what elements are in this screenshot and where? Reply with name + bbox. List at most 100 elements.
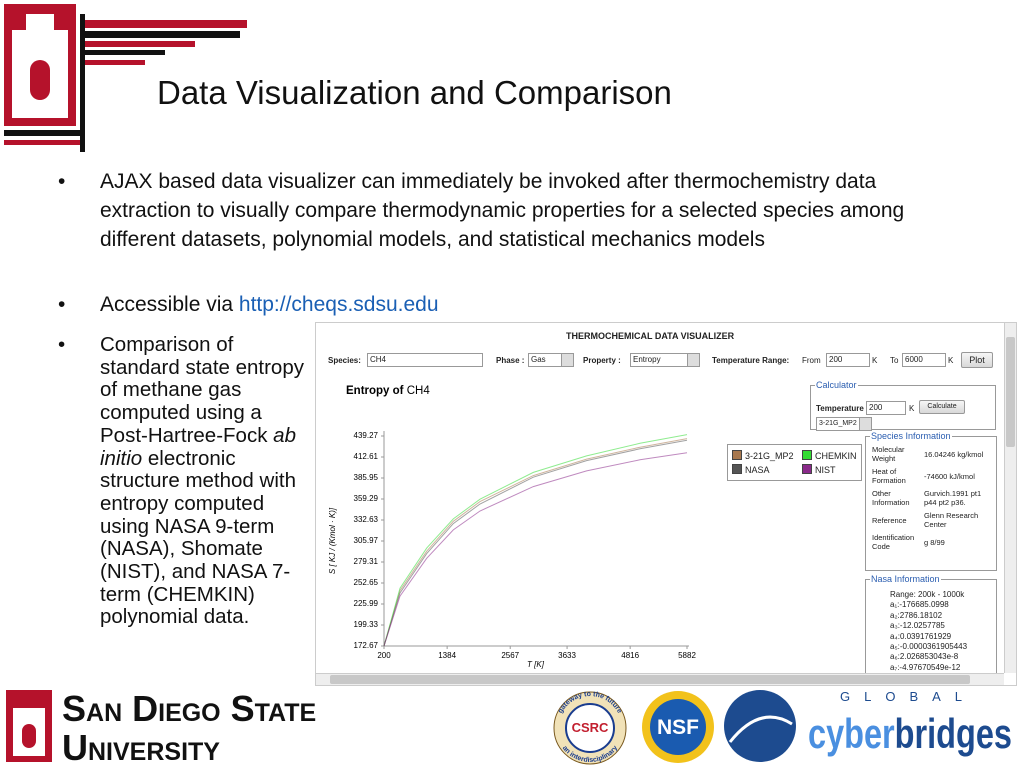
legend: 3-21G_MP2 CHEMKIN NASA NIST xyxy=(727,444,862,481)
info-row: Identification Code g 8/99 xyxy=(870,531,992,553)
to-input: 6000 xyxy=(902,353,946,367)
legend-swatch xyxy=(732,450,742,460)
info-label: Reference xyxy=(872,515,907,525)
info-value: 16.04246 kg/kmol xyxy=(924,449,984,459)
phase-select: Gas xyxy=(528,353,574,367)
scrollbar xyxy=(1004,323,1016,673)
coefficient: a₇:-4.97670549e-12 xyxy=(890,662,961,672)
y-tick-label: 199.33 xyxy=(354,620,379,629)
bullet: • AJAX based data visualizer can immedia… xyxy=(58,167,970,254)
model-select: 3-21G_MP2 xyxy=(816,417,872,431)
legend-swatch xyxy=(732,464,742,474)
info-value: g 8/99 xyxy=(924,537,945,547)
coefficient: a₃:-12.0257785 xyxy=(890,621,945,631)
bullet-text: electronic structure method with entropy… xyxy=(100,446,296,629)
temperature-input: 200 xyxy=(866,401,906,415)
chart: Entropy of CH4 172.67 199.33 225.99 252.65 2… xyxy=(328,385,696,669)
info-value: Gurvich.1991 pt1 p44 pt2 p36. xyxy=(924,489,982,507)
cyber: cyber xyxy=(808,710,895,757)
y-tick-label: 172.67 xyxy=(354,641,379,650)
label: To xyxy=(890,356,899,365)
globe-bridge xyxy=(728,715,793,743)
fieldset-legend: Calculator xyxy=(816,380,857,390)
label: Temperature Range: xyxy=(712,356,790,365)
fieldset-legend: Species Information xyxy=(871,431,951,441)
y-tick-label: 279.31 xyxy=(354,557,379,566)
bullet-text: AJAX based data visualizer can immediate… xyxy=(100,170,905,251)
info-label: Molecular Weight xyxy=(872,445,905,463)
app-title: THERMOCHEMICAL DATA VISUALIZER xyxy=(566,331,735,341)
logo-stripe xyxy=(85,20,247,28)
calculator: Calculator Temperature 200 K Calculate 3… xyxy=(810,380,996,431)
x-tick-label: 1384 xyxy=(438,651,456,660)
y-tick-label: 412.61 xyxy=(354,452,379,461)
y-tick-label: 439.27 xyxy=(354,431,379,440)
sdsu-arch xyxy=(22,724,36,748)
label: Species: xyxy=(328,356,361,365)
coefficient: a₅:-0.0000361905443 xyxy=(890,642,968,652)
x-tick-label: 5882 xyxy=(678,651,696,660)
nsf-globe xyxy=(650,699,706,755)
y-tick-label: 252.65 xyxy=(354,578,379,587)
logo-stripe xyxy=(85,60,145,65)
legend-label: CHEMKIN xyxy=(815,451,857,461)
y-tick-label: 332.63 xyxy=(354,515,379,524)
logo-stripe xyxy=(85,31,240,38)
app-screenshot: THERMOCHEMICAL DATA VISUALIZER Species: … xyxy=(315,322,1017,686)
label: Property : xyxy=(583,356,621,365)
bridges: bridges xyxy=(895,710,1012,757)
legend-swatch xyxy=(802,450,812,460)
scrollbar xyxy=(316,673,1004,685)
chart-subtitle: CH4 xyxy=(407,385,431,397)
cyberbridges-text: cyberbridges xyxy=(808,710,1012,757)
chart-title-text: Entropy of xyxy=(346,385,404,397)
coefficient: a₄:0.0391761929 xyxy=(890,631,952,641)
legend-item: 3-21G_MP2 xyxy=(732,450,794,461)
link[interactable]: http://cheqs.sdsu.edu xyxy=(238,293,439,316)
series-line xyxy=(383,438,688,647)
csrc-center xyxy=(565,703,615,753)
label: K xyxy=(872,356,878,365)
info-value: -74600 kJ/kmol xyxy=(924,471,975,481)
bullet: • Accessible via http://cheqs.sdsu.edu xyxy=(58,290,970,319)
from-input: 200 xyxy=(826,353,870,367)
logo-stripe xyxy=(4,140,80,145)
logo-arch xyxy=(30,60,50,100)
legend-label: NIST xyxy=(815,465,836,475)
calculate-button: Calculate xyxy=(919,400,965,414)
bullet-dot: • xyxy=(58,170,66,193)
bullet: • Comparison of standard state entropy o… xyxy=(58,333,308,629)
species-info: Species Information Molecular Weight 16.0… xyxy=(865,431,997,571)
label: From xyxy=(802,356,821,365)
fieldset-legend: Nasa Information xyxy=(871,574,940,584)
series-line xyxy=(383,452,688,647)
y-axis-label: S [ KJ / (Kmol · K)] xyxy=(328,507,337,574)
label: Phase : xyxy=(496,356,525,365)
y-tick-label: 225.99 xyxy=(354,599,379,608)
scroll-thumb xyxy=(330,675,970,684)
nsf-text: NSF xyxy=(657,716,699,739)
x-tick-label: 4816 xyxy=(621,651,639,660)
csrc-text: CSRC xyxy=(572,720,609,735)
species-table: Molecular Weight 16.04246 kg/kmol Heat of … xyxy=(870,443,992,553)
legend-label: 3-21G_MP2 xyxy=(745,451,794,461)
globe xyxy=(724,690,796,762)
coefficient: a₁:-176685.0998 xyxy=(890,600,949,610)
bullet-text: Accessible via xyxy=(100,293,234,316)
logo-stripe xyxy=(4,130,80,136)
legend-item: NIST xyxy=(802,464,836,475)
coefficient: a₆:2.026853043e-8 xyxy=(890,652,959,662)
logo-tower-top xyxy=(26,14,54,34)
bullet-text: Comparison of standard state entropy of … xyxy=(100,333,304,447)
label: K xyxy=(948,356,954,365)
x-tick-label: 2567 xyxy=(501,651,519,660)
bullet-dot: • xyxy=(58,333,66,356)
scroll-thumb xyxy=(1006,337,1015,447)
info-label: Heat of Formation xyxy=(872,467,906,485)
legend-item: CHEMKIN xyxy=(802,450,857,461)
info-label: Identification Code xyxy=(872,533,915,551)
coefficient: a₂:2786.18102 xyxy=(890,610,943,620)
nasa-coefficients: Range: 200k - 1000k a₁:-176685.0998 a₂:27… xyxy=(870,586,992,673)
footer-logos: San Diego State University gateway to th… xyxy=(6,688,1012,768)
